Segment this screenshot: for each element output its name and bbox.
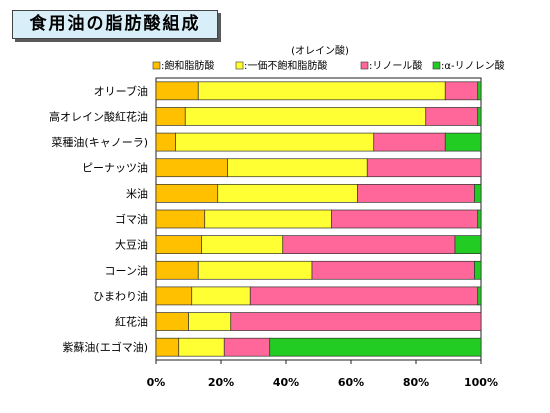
bar-segment: [227, 158, 368, 178]
bar-segment: [204, 209, 332, 229]
x-tick-label: 0%: [147, 376, 166, 389]
bar-segment: [474, 184, 482, 203]
x-tick-label: 80%: [403, 376, 429, 389]
category-label: オリーブ油: [94, 84, 148, 98]
bar-segment: [175, 132, 375, 152]
bar-segment: [155, 107, 186, 126]
bar-segment: [357, 184, 475, 203]
bar-segment: [444, 81, 479, 101]
x-tick-label: 40%: [273, 376, 299, 389]
legend-swatch: [360, 61, 369, 70]
bar-segment: [311, 260, 475, 280]
legend-swatch: [152, 61, 161, 70]
x-tick-label: 100%: [464, 376, 498, 389]
bar-segment: [477, 209, 482, 229]
legend-label: :一価不飽和脂肪酸: [244, 59, 327, 72]
bar-segment: [230, 312, 482, 331]
category-label: 大豆油: [115, 238, 148, 252]
legend-label: :リノール酸: [369, 59, 422, 72]
category-label: 菜種油(キャノーラ): [51, 135, 148, 149]
bar-segment: [217, 184, 358, 203]
legend-swatch: [235, 61, 244, 70]
bar-segment: [178, 337, 225, 357]
category-label: 紅花油: [115, 315, 148, 329]
category-label: ひまわり油: [93, 289, 148, 303]
bar-segment: [155, 81, 199, 101]
bar-segment: [155, 158, 228, 178]
bar-segment: [373, 132, 446, 152]
x-tick-label: 60%: [338, 376, 364, 389]
legend-label: :α-リノレン酸: [441, 59, 505, 72]
category-label: ゴマ油: [115, 212, 148, 226]
bar-segment: [444, 132, 482, 152]
bar-segment: [155, 132, 176, 152]
bar-segment: [155, 209, 206, 229]
bar-segment: [155, 235, 202, 254]
bar-segment: [477, 107, 482, 126]
bar-segment: [282, 235, 456, 254]
bar-segment: [249, 286, 479, 306]
bar-segment: [477, 81, 482, 101]
bar-segment: [155, 286, 193, 306]
category-label: 米油: [126, 186, 148, 200]
bar-segment: [197, 260, 313, 280]
legend-swatch: [432, 61, 441, 70]
bar-segment: [477, 286, 482, 306]
bar-segment: [155, 260, 199, 280]
bar-segment: [184, 107, 427, 126]
bar-segment: [269, 337, 482, 357]
legend-label: :飽和脂肪酸: [161, 59, 214, 72]
category-label: ピーナッツ油: [82, 161, 148, 175]
bar-segment: [331, 209, 479, 229]
bar-segment: [425, 107, 479, 126]
category-label: 紫蘇油(エゴマ油): [62, 340, 148, 354]
bar-segment: [191, 286, 251, 306]
bar-segment: [454, 235, 482, 254]
bar-segment: [474, 260, 482, 280]
bar-segment: [155, 312, 189, 331]
x-tick-label: 20%: [208, 376, 234, 389]
bar-segment: [223, 337, 271, 357]
bar-segment: [155, 337, 180, 357]
bar-segment: [201, 235, 284, 254]
bar-segment: [155, 184, 219, 203]
legend-note: (オレイン酸): [291, 44, 349, 57]
category-label: コーン油: [105, 263, 148, 277]
chart-title: 食用油の脂肪酸組成: [12, 10, 218, 39]
bar-segment: [366, 158, 482, 178]
bar-segment: [197, 81, 446, 101]
bar-segment: [188, 312, 232, 331]
category-label: 高オレイン酸紅花油: [49, 109, 148, 123]
